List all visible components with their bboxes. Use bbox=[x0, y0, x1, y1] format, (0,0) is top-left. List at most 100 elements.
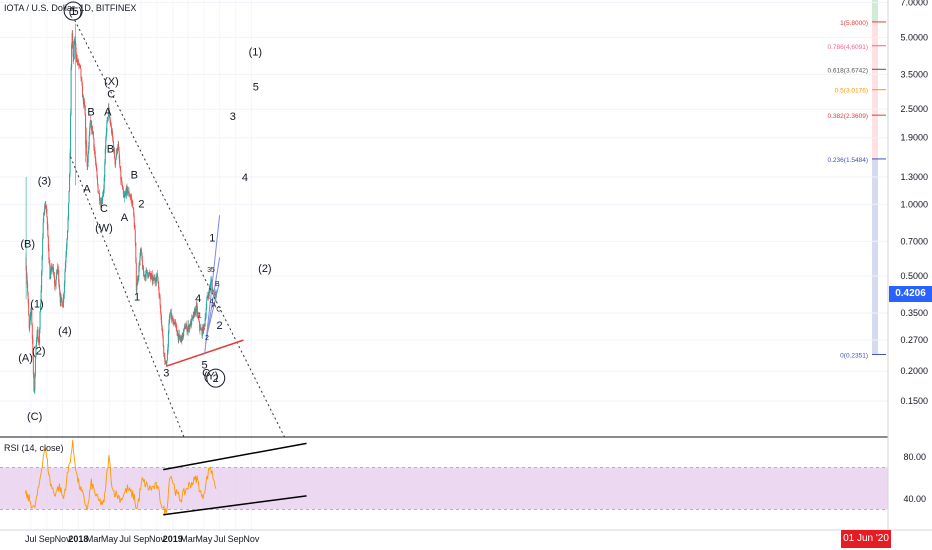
candle-body bbox=[178, 333, 180, 336]
candle-body bbox=[162, 336, 164, 347]
candle-body bbox=[195, 309, 197, 313]
candle-body bbox=[168, 316, 170, 323]
candle-body bbox=[164, 360, 166, 362]
candle-body bbox=[55, 285, 57, 287]
wave-label-circle bbox=[206, 368, 226, 388]
rsi-indicator-label[interactable]: RSI (14, close) bbox=[4, 443, 64, 453]
candle-body bbox=[160, 305, 162, 314]
candle-body bbox=[198, 318, 200, 322]
candle-body bbox=[189, 325, 191, 330]
fib-level-label: 0.236(1.5484) bbox=[828, 157, 868, 164]
current-date-badge: 01 Jun '20 bbox=[841, 530, 891, 548]
candle-body bbox=[144, 275, 146, 278]
candle-body bbox=[58, 271, 60, 284]
trendline-fork-3 bbox=[206, 284, 220, 337]
candle-body bbox=[170, 312, 172, 314]
candle-body bbox=[151, 274, 153, 276]
candle-body bbox=[129, 195, 131, 197]
candle-body bbox=[157, 277, 159, 283]
candle-body bbox=[206, 300, 208, 309]
candle-body bbox=[32, 338, 34, 354]
candle-body bbox=[137, 276, 139, 281]
candle-body bbox=[170, 313, 172, 320]
wave-label: C bbox=[216, 307, 221, 314]
candle-body bbox=[212, 290, 214, 291]
candle-body bbox=[32, 353, 34, 375]
wave-label: (1) bbox=[249, 46, 262, 58]
candle-body bbox=[73, 56, 75, 60]
candle-body bbox=[106, 122, 108, 133]
candle-body bbox=[152, 278, 154, 281]
candle-body bbox=[123, 194, 125, 198]
candle-body bbox=[33, 374, 35, 392]
trendlines-layer bbox=[70, 19, 286, 439]
wave-label: 2 bbox=[205, 335, 209, 342]
candle-body bbox=[180, 336, 182, 339]
candle-body bbox=[145, 274, 147, 278]
candle-body bbox=[99, 200, 101, 203]
candle-body bbox=[143, 267, 145, 277]
price-tick-label: 0.1500 bbox=[900, 396, 928, 406]
wave-label: (5) bbox=[69, 6, 82, 18]
candle-body bbox=[66, 239, 68, 248]
candle-body bbox=[51, 267, 53, 271]
candle-body bbox=[43, 212, 45, 214]
candle-body bbox=[138, 265, 140, 267]
candle-body bbox=[210, 280, 212, 287]
candle-body bbox=[71, 44, 73, 68]
candle-body bbox=[93, 138, 95, 148]
candle-body bbox=[70, 67, 72, 114]
candle-body bbox=[103, 188, 105, 192]
candle-body bbox=[197, 314, 199, 315]
candle-body bbox=[50, 269, 52, 273]
candle-body bbox=[212, 290, 214, 292]
candle-body bbox=[165, 363, 167, 365]
wave-label: 3 bbox=[230, 111, 236, 123]
candle-body bbox=[130, 196, 132, 198]
wave-label: (Y) bbox=[204, 370, 219, 382]
candle-body bbox=[75, 52, 77, 59]
candle-body bbox=[48, 259, 50, 265]
wave-label: C bbox=[100, 203, 108, 215]
candle-body bbox=[82, 85, 84, 98]
candle-body bbox=[27, 284, 29, 293]
candle-body bbox=[34, 356, 36, 376]
candle-body bbox=[65, 247, 67, 256]
wave-label: (B) bbox=[20, 238, 35, 250]
candle-body bbox=[41, 255, 43, 271]
rsi-tick-label: 80.00 bbox=[903, 452, 926, 462]
candle-body bbox=[94, 156, 96, 162]
candle-body bbox=[158, 282, 160, 289]
candle-body bbox=[130, 197, 132, 199]
wave-label: 4 bbox=[210, 298, 214, 305]
candle-body bbox=[163, 346, 165, 354]
trendline-channel-lower bbox=[70, 156, 185, 439]
wave-label: 5 bbox=[253, 81, 259, 93]
candle-body bbox=[187, 328, 189, 331]
candle-body bbox=[173, 321, 175, 325]
candle-body bbox=[202, 327, 204, 333]
candle-body bbox=[182, 331, 184, 338]
wave-label: (3) bbox=[38, 176, 51, 188]
candle-body bbox=[56, 271, 58, 279]
candle-body bbox=[104, 148, 106, 164]
candle-body bbox=[108, 106, 110, 111]
candle-body bbox=[76, 59, 78, 63]
candle-body bbox=[40, 303, 42, 312]
candle-body bbox=[102, 195, 104, 200]
candle-body bbox=[86, 155, 88, 167]
candle-body bbox=[122, 186, 124, 190]
candle-body bbox=[80, 77, 82, 81]
candle-body bbox=[149, 272, 151, 276]
candle-body bbox=[182, 333, 184, 338]
candle-body bbox=[191, 318, 193, 325]
candle-body bbox=[35, 346, 37, 357]
candle-body bbox=[76, 58, 78, 60]
candle-body bbox=[183, 328, 185, 332]
candle-body bbox=[174, 322, 176, 325]
candle-body bbox=[78, 64, 80, 66]
candle-body bbox=[134, 229, 136, 243]
candle-body bbox=[50, 267, 52, 270]
